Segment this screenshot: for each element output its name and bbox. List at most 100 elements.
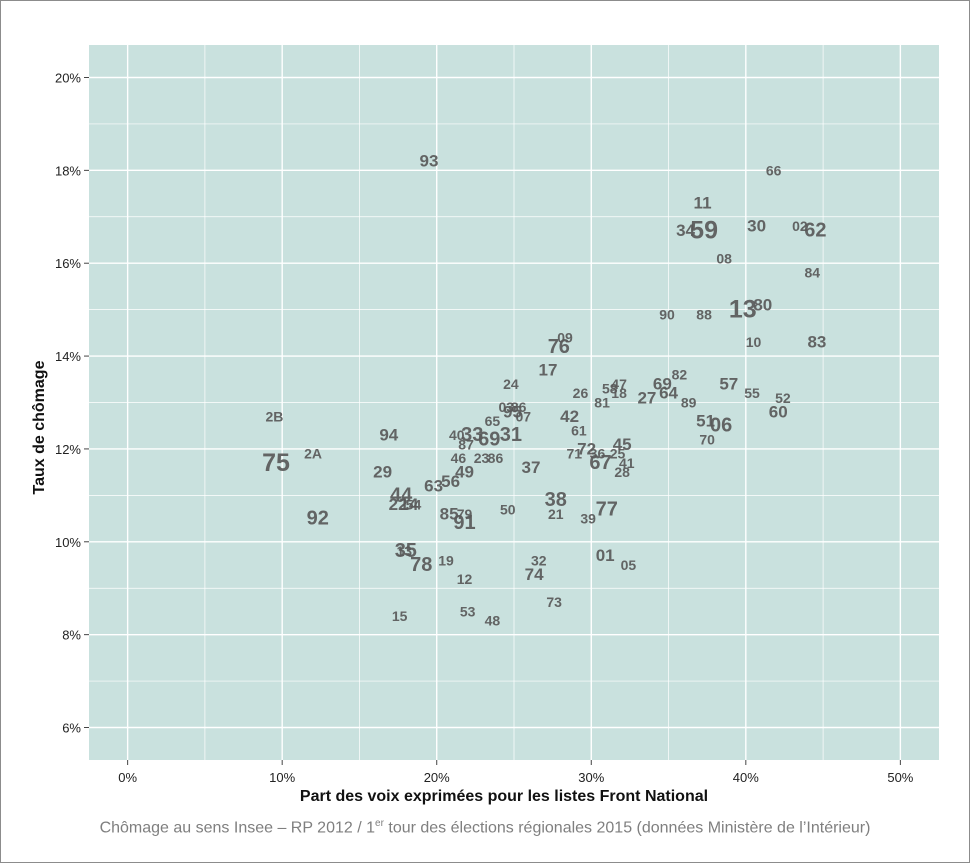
point-label: 06 (710, 415, 732, 437)
point-label: 59 (690, 217, 718, 245)
point-label: 24 (503, 376, 519, 392)
point-label: 22 (389, 495, 408, 514)
point-label: 66 (766, 162, 782, 178)
x-tick-label: 50% (887, 770, 913, 785)
point-label: 81 (594, 395, 610, 411)
point-label: 61 (571, 422, 587, 438)
x-tick-label: 40% (733, 770, 759, 785)
minor-gridlines (89, 45, 939, 760)
point-label: 87 (458, 436, 474, 452)
point-label: 26 (573, 385, 589, 401)
x-tick-label: 20% (424, 770, 450, 785)
point-label: 45 (613, 435, 632, 454)
point-label: 11 (694, 193, 712, 212)
point-label: 79 (457, 506, 473, 522)
point-label: 08 (716, 251, 732, 267)
point-label: 41 (619, 455, 635, 471)
y-tick-label: 12% (55, 442, 81, 457)
caption-text-start: Chômage au sens Insee – RP 2012 / 1 (99, 819, 376, 837)
y-tick-label: 10% (55, 535, 81, 550)
point-label: 76 (548, 336, 570, 358)
point-label: 54 (406, 497, 422, 513)
point-label: 74 (525, 565, 544, 584)
axis-ticks: 0% 10% 20% 30% 40% 50% 6% 8% 10% 12% 14% 16% 18% 20% (55, 71, 914, 786)
point-label: 05 (621, 557, 637, 573)
point-label: 71 (566, 446, 582, 462)
point-label: 38 (545, 489, 567, 511)
point-label: 70 (699, 432, 715, 448)
point-label: 09 (557, 330, 573, 346)
point-label: 02 (792, 218, 808, 234)
point-label: 35 (395, 540, 417, 562)
point-label: 93 (420, 152, 439, 171)
y-tick-label: 14% (55, 349, 81, 364)
point-label: 52 (775, 390, 791, 406)
point-label: 89 (681, 395, 697, 411)
point-label: 17 (539, 361, 558, 380)
point-label: 42 (560, 407, 579, 426)
point-label: 80 (753, 296, 772, 315)
point-label: 10 (746, 334, 762, 350)
point-label: 03 (498, 399, 514, 415)
point-label: 13 (396, 543, 412, 559)
source-caption: Chômage au sens Insee – RP 2012 / 1er to… (1, 818, 969, 837)
point-label: 2B (266, 408, 284, 424)
caption-text-end: tour des élections régionales 2015 (donn… (383, 819, 871, 837)
point-label: 01 (596, 546, 615, 565)
point-label: 64 (659, 384, 678, 403)
point-label: 95 (503, 402, 522, 421)
point-label: 47 (611, 376, 627, 392)
point-label: 92 (307, 508, 329, 530)
point-label: 84 (804, 265, 820, 281)
point-label: 21 (548, 506, 564, 522)
point-label: 78 (410, 554, 432, 576)
point-label: 46 (451, 450, 467, 466)
point-label: 30 (747, 217, 766, 236)
point-label: 48 (485, 613, 501, 629)
point-label: 07 (515, 408, 531, 424)
point-label: 39 (580, 511, 596, 527)
x-axis-title: Part des voix exprimées pour les listes … (300, 788, 708, 805)
point-label: 85 (440, 504, 459, 523)
point-label: 33 (461, 424, 483, 446)
point-label: 23 (474, 450, 490, 466)
point-label: 29 (373, 463, 392, 482)
point-label: 34 (676, 221, 695, 240)
point-label: 58 (602, 381, 618, 397)
point-label: 72 (577, 439, 596, 458)
point-label: 37 (522, 458, 541, 477)
point-label: 12 (457, 571, 473, 587)
point-label: 82 (672, 367, 688, 383)
y-tick-label: 16% (55, 256, 81, 271)
point-label: 49 (455, 463, 474, 482)
point-label: 44 (390, 484, 413, 506)
caption-superscript: er (375, 818, 384, 829)
x-tick-label: 0% (118, 770, 137, 785)
point-label: 36 (590, 446, 606, 462)
point-label: 60 (769, 402, 788, 421)
point-label: 77 (596, 498, 618, 520)
y-tick-label: 18% (55, 163, 81, 178)
point-label: 31 (500, 424, 522, 446)
point-label: 25 (610, 446, 626, 462)
point-label: 63 (424, 477, 443, 496)
point-label: 40 (449, 427, 465, 443)
point-label: 94 (379, 426, 398, 445)
point-label: 51 (696, 412, 715, 431)
point-label: 90 (659, 306, 675, 322)
y-tick-label: 8% (62, 628, 81, 643)
point-label: 67 (589, 452, 611, 474)
point-label: 55 (744, 385, 760, 401)
point-label: 28 (614, 464, 630, 480)
point-label: 73 (546, 594, 562, 610)
point-label: 32 (531, 552, 547, 568)
x-tick-label: 10% (269, 770, 295, 785)
major-gridlines (89, 45, 939, 760)
point-label: 13 (729, 296, 757, 324)
point-label: 50 (500, 501, 516, 517)
point-label: 69 (478, 429, 500, 451)
point-label: 15 (392, 608, 408, 624)
